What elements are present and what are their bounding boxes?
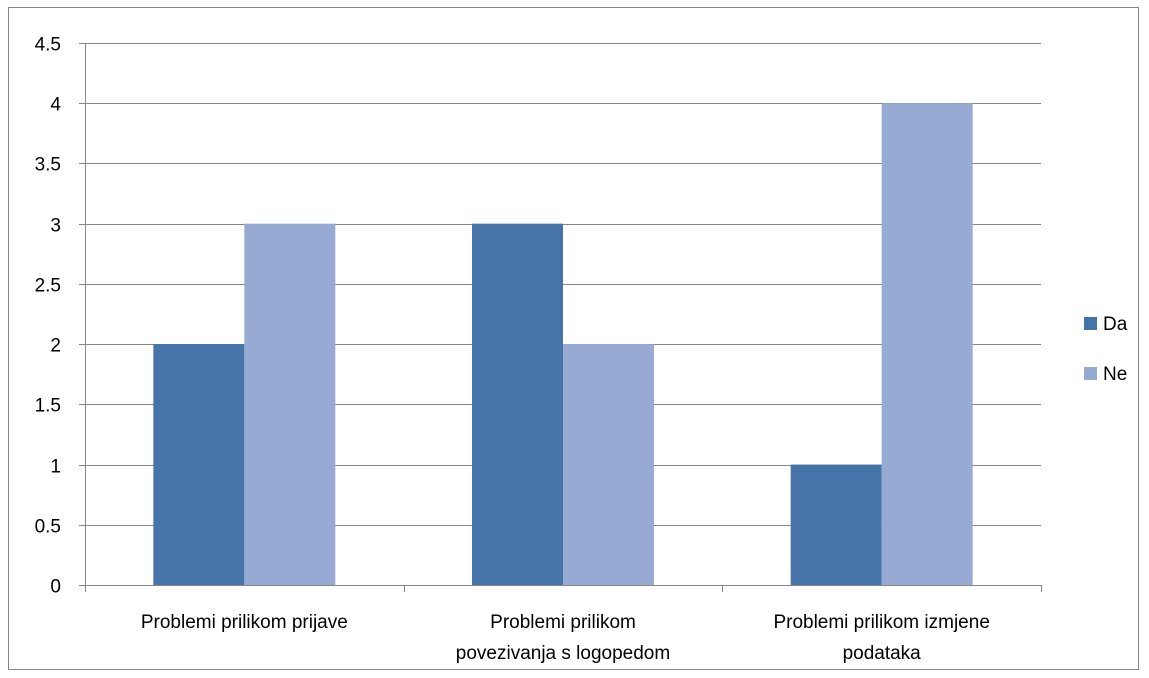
y-tick-label: 0 bbox=[50, 577, 61, 598]
legend-swatch-ne bbox=[1084, 367, 1097, 380]
x-category-labels: Problemi prilikom prijave Problemi prilik… bbox=[141, 612, 990, 664]
y-tick-label: 3.5 bbox=[35, 155, 61, 176]
bar-da-1 bbox=[472, 223, 563, 585]
bar-ne-0 bbox=[244, 223, 336, 585]
bar-ne-2 bbox=[881, 103, 973, 585]
y-tick-label: 4 bbox=[50, 95, 61, 116]
x-category-label: Problemi prilikom izmjene podataka bbox=[773, 612, 989, 664]
y-tick-label: 1 bbox=[50, 457, 61, 478]
legend-swatch-da bbox=[1084, 317, 1097, 330]
x-category-line: Problemi prilikom bbox=[490, 612, 636, 633]
y-tick-label: 3 bbox=[50, 216, 61, 237]
legend-label-da: Da bbox=[1103, 314, 1128, 335]
y-tick-label: 2.5 bbox=[35, 276, 61, 297]
y-tick-label: 4.5 bbox=[35, 35, 61, 56]
y-tick-label: 0.5 bbox=[35, 517, 61, 538]
bars bbox=[153, 103, 973, 585]
axes bbox=[85, 43, 1042, 592]
y-tick-label: 1.5 bbox=[35, 396, 61, 417]
x-category-line: povezivanja s logopedom bbox=[456, 643, 670, 664]
y-tick-labels: 0 0.5 1 1.5 2 2.5 3 3.5 4 4.5 bbox=[35, 35, 62, 598]
bar-da-2 bbox=[790, 464, 882, 585]
x-category-line: Problemi prilikom prijave bbox=[141, 612, 348, 633]
x-category-line: podataka bbox=[843, 643, 922, 664]
bar-ne-1 bbox=[563, 344, 654, 585]
legend: Da Ne bbox=[1084, 314, 1128, 385]
x-category-line: Problemi prilikom izmjene bbox=[773, 612, 989, 633]
bar-da-0 bbox=[153, 344, 245, 585]
y-tick-label: 2 bbox=[50, 336, 61, 357]
x-category-label: Problemi prilikom povezivanja s logopedom bbox=[456, 612, 670, 664]
legend-label-ne: Ne bbox=[1103, 364, 1127, 385]
x-category-label: Problemi prilikom prijave bbox=[141, 612, 348, 633]
